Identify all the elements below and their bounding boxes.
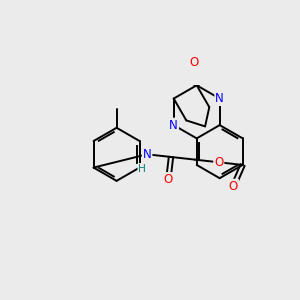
Text: N: N [169, 118, 178, 132]
Text: O: O [189, 56, 199, 69]
Text: O: O [229, 180, 238, 193]
Text: O: O [214, 156, 224, 169]
Text: N: N [215, 92, 224, 105]
Text: H: H [138, 164, 146, 174]
Text: O: O [164, 173, 173, 186]
Text: N: N [143, 148, 152, 161]
